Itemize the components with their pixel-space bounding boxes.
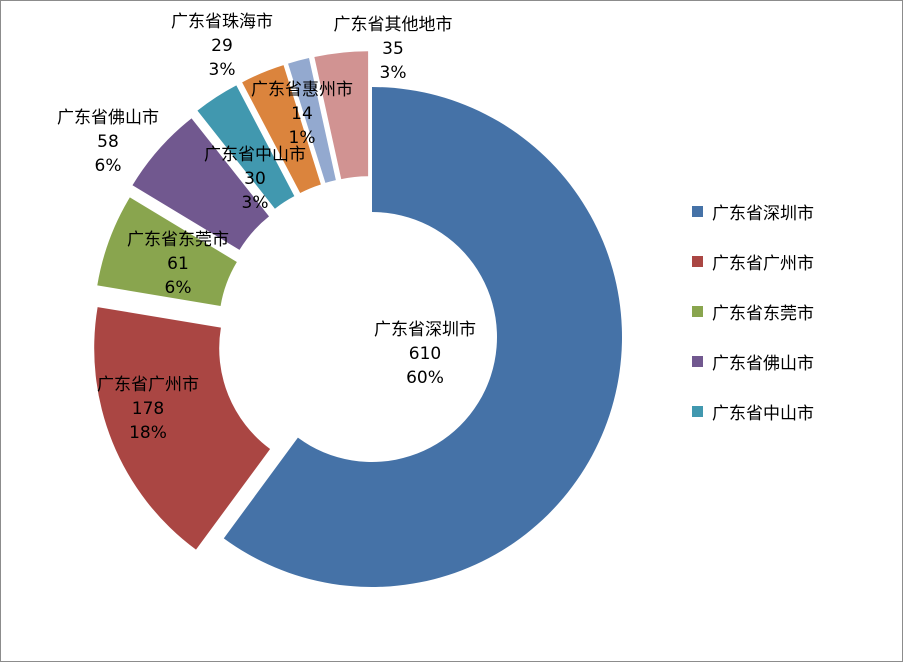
slice-6 — [288, 58, 336, 183]
slice-2 — [97, 197, 237, 306]
data-label-value: 61 — [167, 254, 189, 274]
legend-label: 广东省中山市 — [712, 403, 814, 424]
legend-swatch — [692, 355, 703, 367]
legend-swatch — [692, 305, 703, 317]
legend-label: 广东省深圳市 — [712, 203, 814, 224]
data-labels-layer: 广东省深圳市 610 60%广东省广州市 178 18%广东省东莞市 61 6%广东省佛山市… — [57, 12, 476, 443]
slice-1 — [94, 307, 271, 550]
data-label-category: 广东省深圳市 — [374, 320, 476, 340]
data-label-value: 30 — [244, 169, 266, 189]
data-label-percent: 60% — [406, 368, 444, 388]
legend-item: 广东省深圳市 — [692, 186, 892, 236]
legend-item: 广东省中山市 — [692, 386, 892, 436]
legend-swatch — [692, 255, 703, 267]
data-label-category: 广东省其他地市 — [334, 15, 453, 35]
data-label-category: 广东省东莞市 — [127, 230, 229, 250]
data-label: 广东省东莞市 61 6% — [127, 230, 229, 298]
legend-item: 广东省东莞市 — [692, 286, 892, 336]
data-label: 广东省其他地市 35 3% — [334, 15, 453, 83]
data-label-percent: 1% — [289, 128, 316, 148]
legend-item: 广东省佛山市 — [692, 336, 892, 386]
slice-3 — [132, 118, 270, 250]
data-label-percent: 18% — [129, 423, 167, 443]
legend: 广东省深圳市 广东省广州市 广东省东莞市 广东省佛山市 广东省中山市 — [692, 186, 892, 436]
slice-7 — [314, 51, 369, 180]
data-label-percent: 3% — [242, 193, 269, 213]
slice-4 — [197, 85, 295, 209]
legend-label: 广东省佛山市 — [712, 353, 814, 374]
data-label-percent: 3% — [380, 63, 407, 83]
data-label-category: 广东省惠州市 — [251, 80, 353, 100]
slices-layer — [94, 51, 622, 588]
data-label: 广东省佛山市 58 6% — [57, 108, 159, 176]
data-label-category: 广东省广州市 — [97, 375, 199, 395]
slice-5 — [242, 65, 321, 194]
data-label-value: 14 — [291, 104, 313, 124]
data-label-category: 广东省珠海市 — [171, 12, 273, 32]
data-label: 广东省中山市 30 3% — [204, 145, 306, 213]
legend-swatch — [692, 205, 703, 217]
data-label: 广东省深圳市 610 60% — [374, 320, 476, 388]
legend-label: 广东省东莞市 — [712, 303, 814, 324]
legend-label: 广东省广州市 — [712, 253, 814, 274]
data-label-percent: 6% — [95, 156, 122, 176]
slice-0 — [223, 87, 622, 588]
data-label-value: 29 — [211, 36, 233, 56]
data-label: 广东省广州市 178 18% — [97, 375, 199, 443]
data-label-category: 广东省佛山市 — [57, 108, 159, 128]
legend-swatch — [692, 405, 703, 417]
data-label-value: 178 — [132, 399, 164, 419]
legend-item: 广东省广州市 — [692, 236, 892, 286]
data-label-value: 35 — [382, 39, 404, 59]
data-label-category: 广东省中山市 — [204, 145, 306, 165]
data-label-percent: 3% — [209, 60, 236, 80]
data-label: 广东省珠海市 29 3% — [171, 12, 273, 80]
data-label-value: 610 — [409, 344, 441, 364]
data-label-value: 58 — [97, 132, 119, 152]
data-label-percent: 6% — [165, 278, 192, 298]
data-label: 广东省惠州市 14 1% — [251, 80, 353, 148]
